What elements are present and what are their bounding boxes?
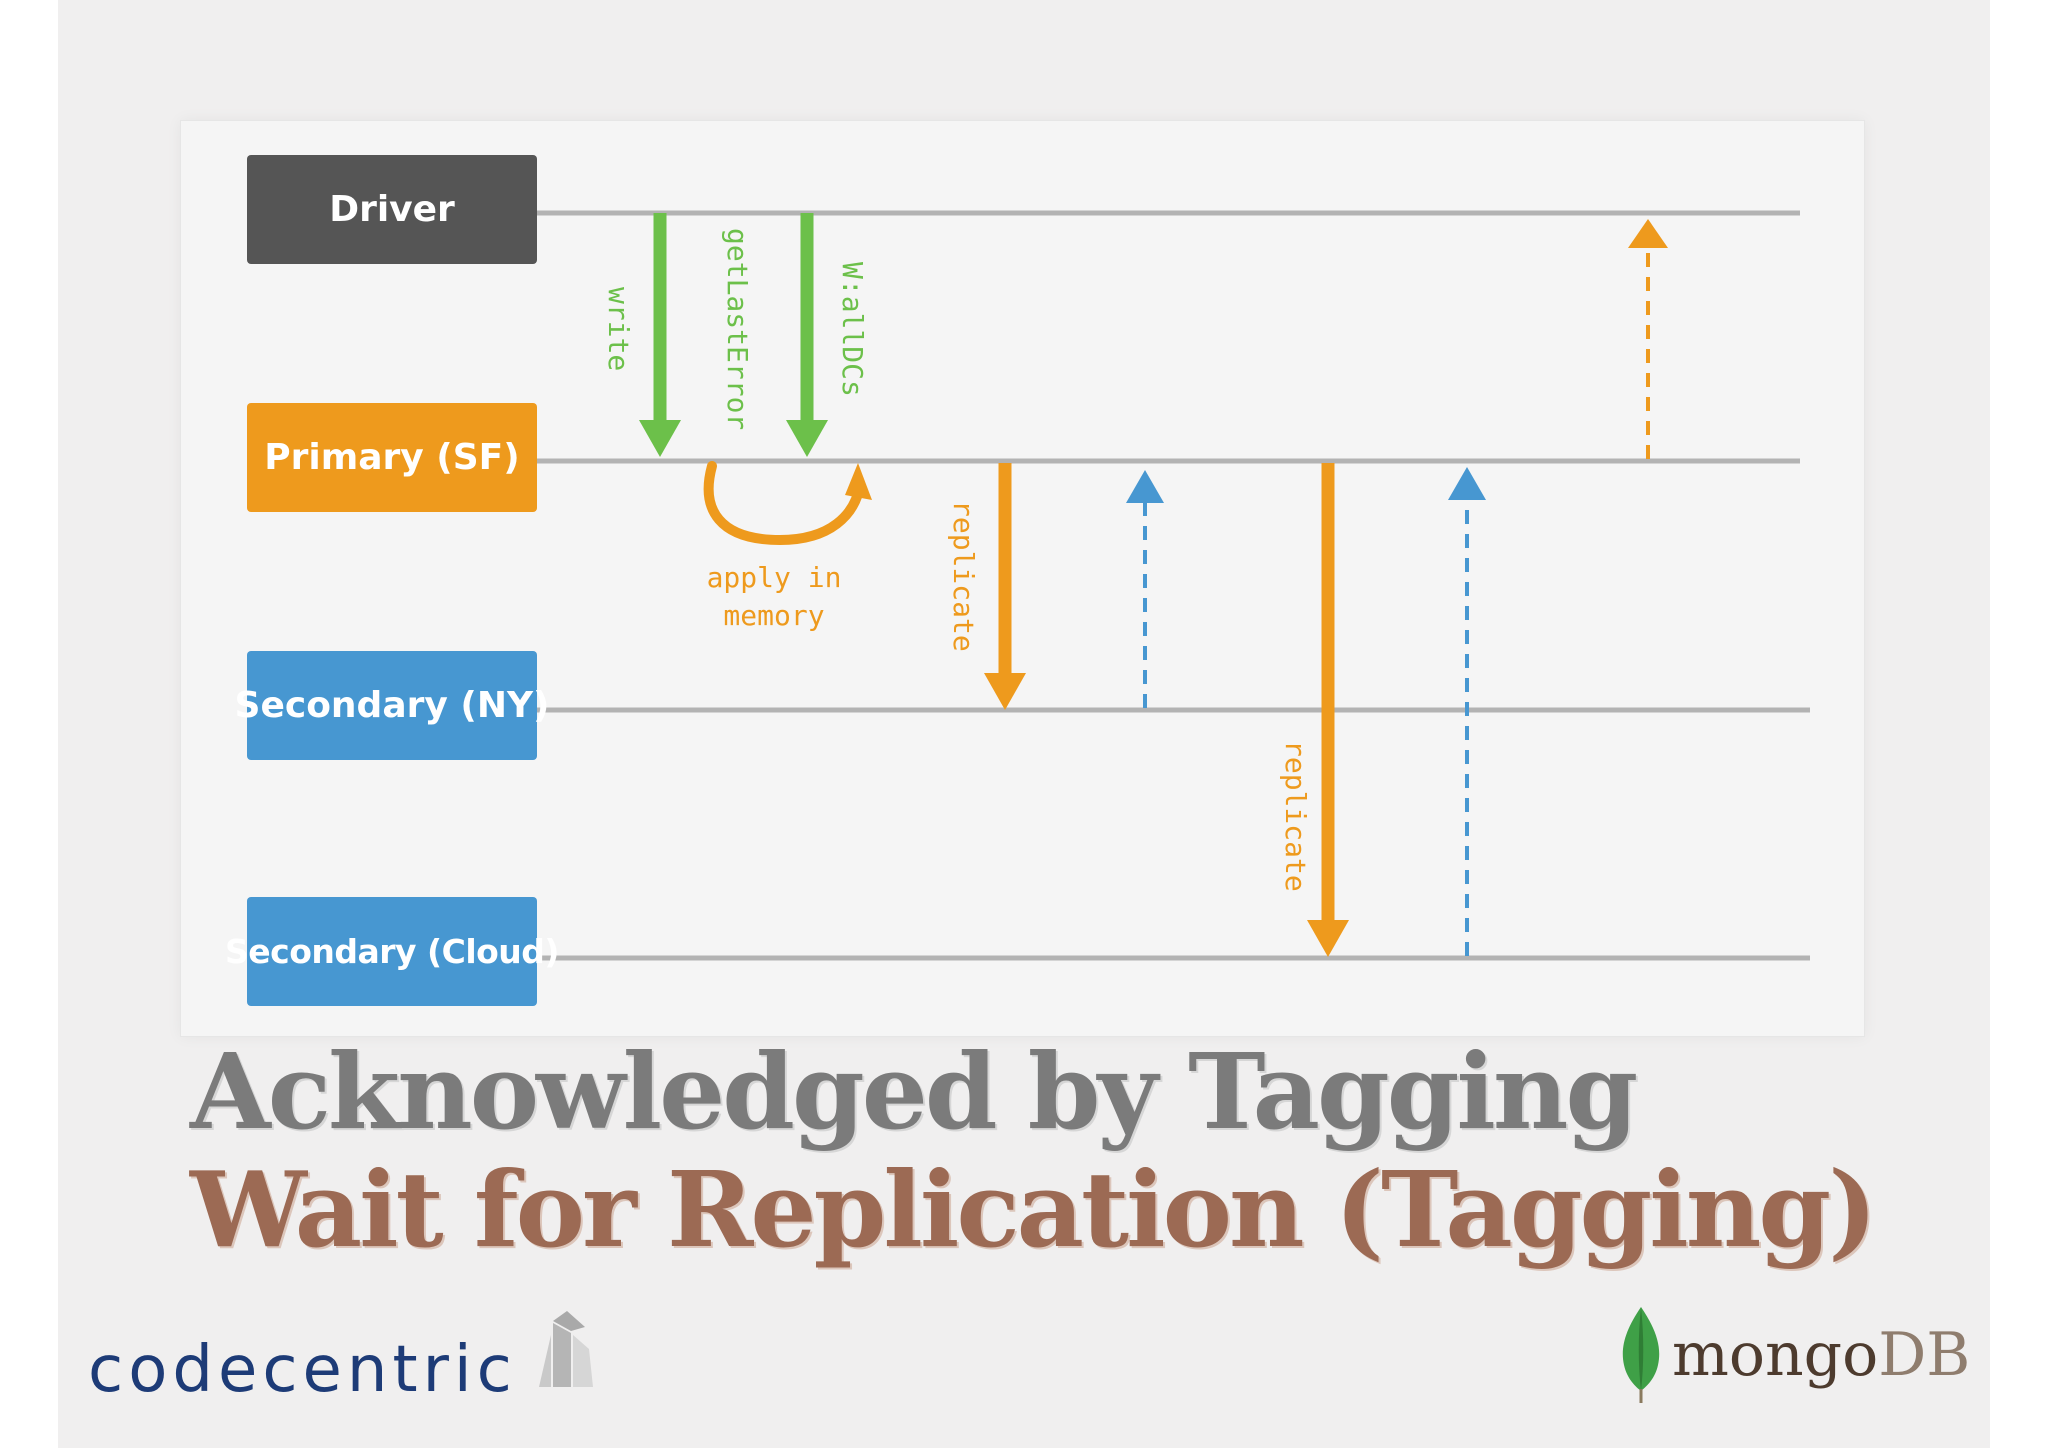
label-replicate-cloud: replicate	[1279, 740, 1312, 892]
label-apply-in: apply in	[707, 561, 842, 594]
mongodb-wordmark-db: DB	[1878, 1320, 1971, 1390]
apply-in-memory-loop	[703, 461, 865, 546]
node-driver-label: Driver	[329, 189, 455, 230]
getlasterror-arrowhead	[786, 420, 828, 457]
node-secondary-cloud: Secondary (Cloud)	[225, 897, 560, 1006]
label-write: write	[602, 287, 635, 371]
codecentric-logo: codecentric	[88, 1311, 601, 1407]
title-acknowledged: Acknowledged by Tagging	[190, 1030, 1638, 1153]
label-getlasterror: getLastError	[721, 228, 754, 430]
mongodb-leaf-icon	[1622, 1307, 1660, 1403]
codecentric-wordmark: codecentric	[88, 1333, 517, 1407]
mongodb-wordmark-mongo: mongo	[1672, 1320, 1879, 1390]
node-primary: Primary (SF)	[247, 403, 537, 512]
ack-ny-arrowhead	[1126, 470, 1164, 503]
node-secondary-cloud-label: Secondary (Cloud)	[224, 932, 560, 971]
node-driver: Driver	[247, 155, 537, 264]
apply-in-memory-arrowhead	[845, 463, 872, 500]
title-wait-for-replication: Wait for Replication (Tagging)	[190, 1148, 1877, 1271]
replicate-cloud-arrowhead	[1307, 920, 1349, 957]
mongodb-logo: mongoDB	[1618, 1305, 1970, 1405]
node-secondary-ny-label: Secondary (NY)	[234, 685, 550, 726]
ack-driver-arrowhead	[1628, 219, 1668, 248]
ack-cloud-arrowhead	[1448, 467, 1486, 500]
node-primary-label: Primary (SF)	[264, 437, 520, 478]
node-secondary-ny: Secondary (NY)	[235, 651, 549, 760]
write-arrowhead	[639, 420, 681, 457]
replicate-ny-arrowhead	[984, 673, 1026, 710]
codecentric-mark-icon	[538, 1311, 593, 1387]
label-w-alldcs: W:allDCs	[836, 262, 869, 397]
label-memory: memory	[723, 599, 824, 632]
diagram-panel	[180, 120, 1865, 1037]
label-replicate-ny: replicate	[947, 500, 980, 652]
mongodb-wordmark: mongoDB	[1672, 1320, 1970, 1390]
